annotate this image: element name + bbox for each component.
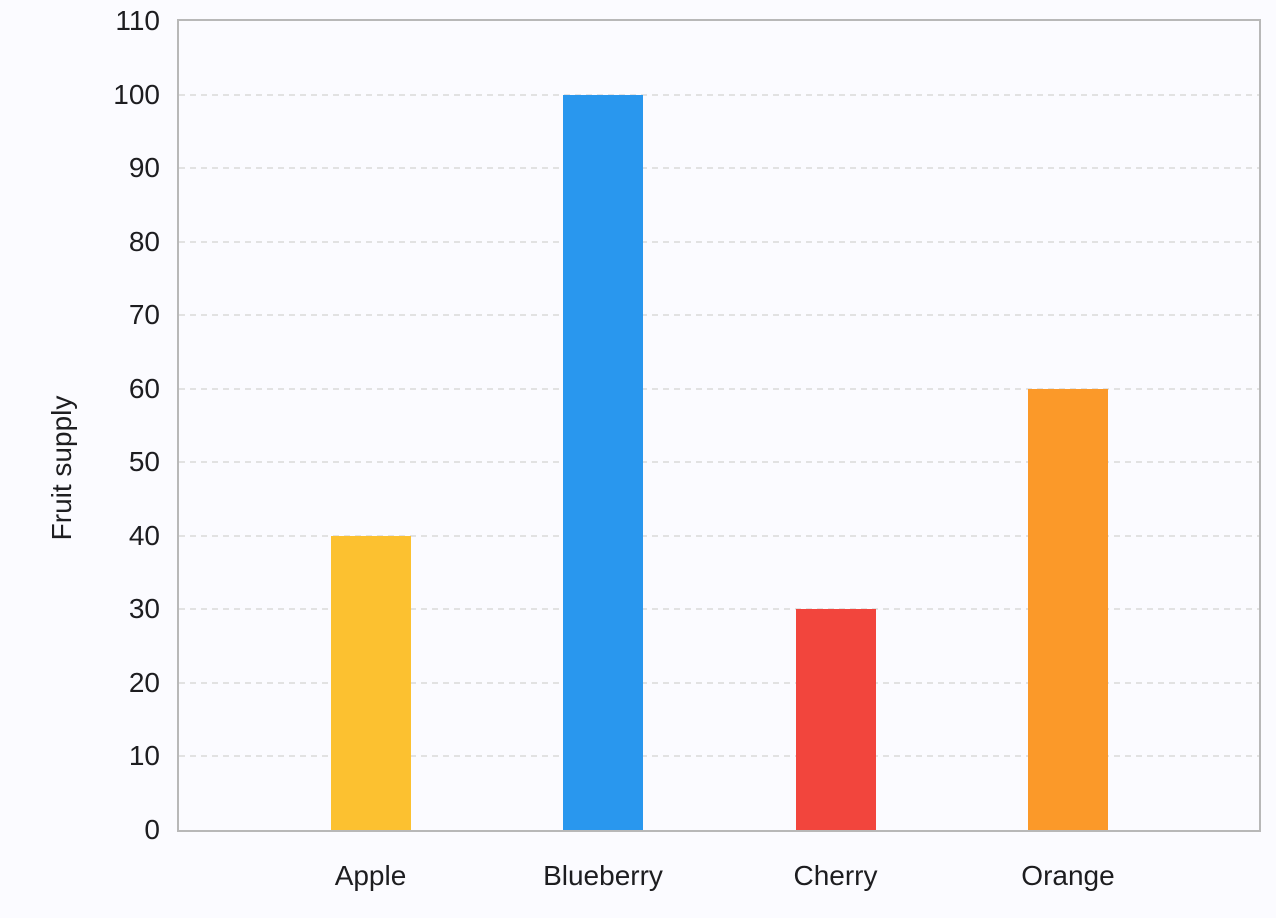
gridline-40 — [179, 534, 1259, 537]
y-tick-label-50: 50 — [128, 446, 160, 478]
y-tick-label-80: 80 — [128, 225, 160, 257]
y-tick-label-20: 20 — [128, 666, 160, 698]
y-tick-label-10: 10 — [128, 740, 160, 772]
x-tick-label-apple: Apple — [334, 860, 407, 891]
x-tick-label-blueberry: Blueberry — [543, 860, 663, 891]
gridline-100 — [179, 93, 1259, 96]
plot-area — [177, 19, 1261, 832]
y-tick-label-110: 110 — [115, 5, 160, 36]
y-tick-label-90: 90 — [128, 152, 160, 184]
y-tick-label-100: 100 — [113, 78, 160, 110]
gridline-70 — [179, 314, 1259, 317]
bar-apple — [330, 535, 411, 830]
x-tick-label-orange: Orange — [1021, 860, 1115, 891]
gridline-10 — [179, 755, 1259, 758]
gridline-90 — [179, 167, 1259, 170]
bar-blueberry — [563, 94, 643, 830]
gridline-60 — [179, 387, 1259, 390]
y-tick-label-70: 70 — [128, 299, 160, 331]
gridline-30 — [179, 608, 1259, 611]
y-tick-label-0: 0 — [144, 814, 160, 845]
bar-cherry — [795, 609, 876, 830]
gridline-50 — [179, 461, 1259, 464]
y-tick-label-60: 60 — [128, 372, 160, 404]
y-tick-label-30: 30 — [128, 593, 160, 625]
gridline-20 — [179, 681, 1259, 684]
gridline-80 — [179, 240, 1259, 243]
x-tick-label-cherry: Cherry — [793, 860, 878, 891]
y-tick-label-40: 40 — [128, 519, 160, 551]
bar-orange — [1028, 388, 1108, 830]
